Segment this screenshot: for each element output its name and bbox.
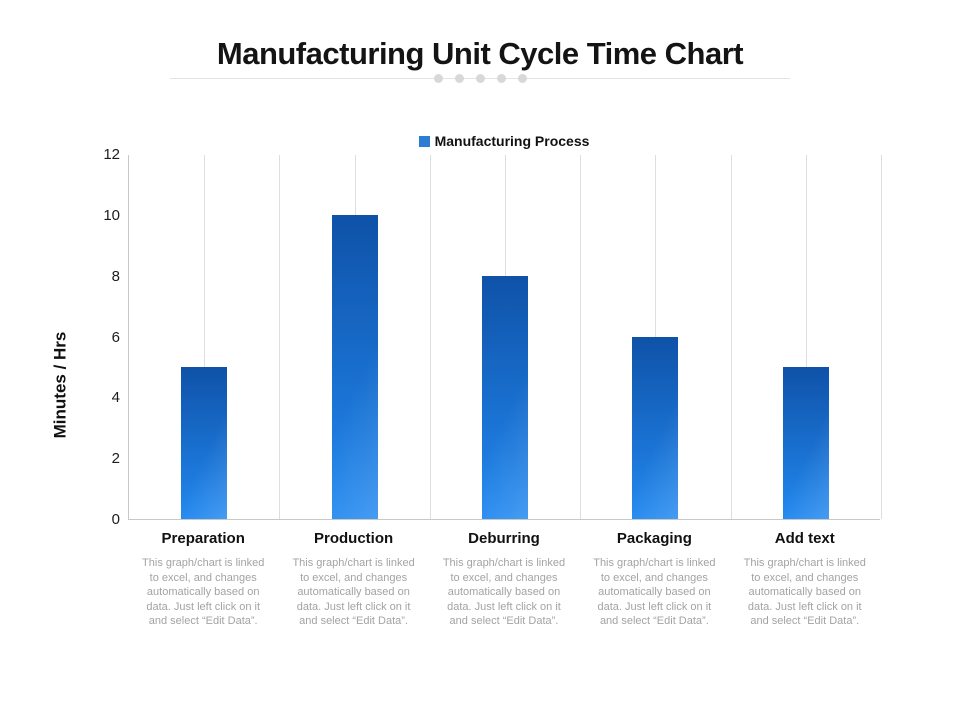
category-slot-deburring: Deburring This graph/chart is linked to e… <box>429 530 579 629</box>
category-label: Preparation <box>161 530 245 547</box>
vertical-gridline <box>279 155 281 519</box>
category-label: Add text <box>774 530 835 547</box>
y-tick-10: 10 <box>103 206 120 224</box>
category-slot-preparation: Preparation This graph/chart is linked to… <box>128 530 278 629</box>
x-axis-labels: Preparation This graph/chart is linked to… <box>128 530 880 629</box>
divider-dot <box>433 74 443 83</box>
bar-gradient-sheen <box>482 275 528 519</box>
category-label: Packaging <box>616 530 692 547</box>
vertical-gridline <box>881 155 882 519</box>
bar-deburring[interactable] <box>482 275 528 519</box>
page-title[interactable]: Manufacturing Unit Cycle Time Chart <box>216 36 744 71</box>
vertical-gridline <box>580 155 582 519</box>
category-caption: This graph/chart is linked to excel, and… <box>743 557 866 627</box>
divider-dot <box>517 74 527 83</box>
legend-swatch-icon <box>418 135 430 147</box>
chart-legend[interactable]: Manufacturing Process <box>128 133 880 149</box>
bar-add-text[interactable] <box>782 366 829 519</box>
vertical-gridline <box>805 155 807 519</box>
bar-gradient-sheen <box>181 366 228 519</box>
category-caption: This graph/chart is linked to excel, and… <box>593 557 716 627</box>
bar-gradient-sheen <box>632 336 679 519</box>
bar-packaging[interactable] <box>632 336 679 519</box>
bar-gradient-sheen <box>331 214 378 519</box>
vertical-gridline <box>730 155 732 519</box>
category-slot-add-text: Add text This graph/chart is linked to ex… <box>730 530 880 629</box>
legend-series-label: Manufacturing Process <box>434 133 590 149</box>
category-caption: This graph/chart is linked to excel, and… <box>292 557 415 627</box>
category-label: Production <box>314 530 394 547</box>
plot-area[interactable] <box>128 155 882 520</box>
y-tick-6: 6 <box>111 328 120 346</box>
divider-dot <box>475 74 485 83</box>
title-divider-dots <box>0 74 960 83</box>
divider-dot <box>454 74 464 83</box>
y-tick-8: 8 <box>111 267 120 285</box>
bar-gradient-sheen <box>782 366 829 519</box>
category-slot-production: Production This graph/chart is linked to … <box>278 530 428 629</box>
divider-dot <box>496 74 506 83</box>
category-label: Deburring <box>468 530 540 547</box>
y-tick-2: 2 <box>111 450 120 468</box>
y-tick-0: 0 <box>111 511 120 528</box>
vertical-gridline <box>204 155 206 519</box>
y-tick-12: 12 <box>103 146 120 163</box>
category-caption: This graph/chart is linked to excel, and… <box>142 557 265 627</box>
vertical-gridline <box>429 155 431 519</box>
category-caption: This graph/chart is linked to excel, and… <box>442 557 566 627</box>
y-tick-4: 4 <box>111 389 120 407</box>
bar-production[interactable] <box>331 214 378 519</box>
category-slot-packaging: Packaging This graph/chart is linked to e… <box>579 530 729 629</box>
bar-preparation[interactable] <box>181 366 228 519</box>
